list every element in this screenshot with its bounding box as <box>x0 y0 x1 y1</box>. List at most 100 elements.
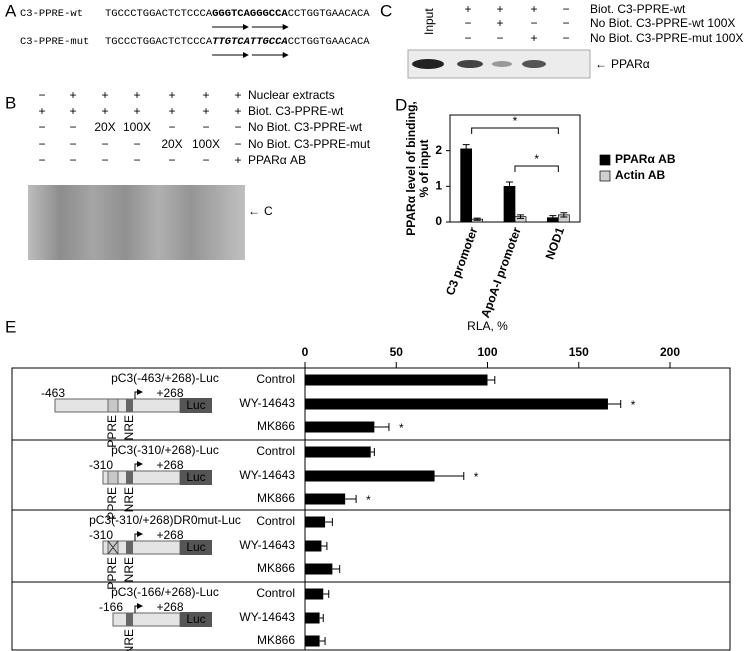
cell: − <box>234 120 241 134</box>
cell: + <box>234 104 241 118</box>
nre-label: NRE <box>122 557 136 582</box>
ppre <box>107 470 119 485</box>
reporter <box>180 612 212 627</box>
category-label: Control <box>256 586 295 600</box>
bar <box>305 446 371 458</box>
sequence: GGGTCAGGGCCA <box>212 8 288 20</box>
cell: + <box>133 104 140 118</box>
nre <box>126 399 133 412</box>
tss-arrow <box>134 603 143 613</box>
row-label: No Biot. C3-PPRE-mut <box>248 137 371 151</box>
cell: + <box>234 88 241 102</box>
construct-name: pC3(-166/+268)-Luc <box>111 585 219 599</box>
nre-label: NRE <box>122 487 136 512</box>
cell: + <box>38 104 45 118</box>
sequence-name: C3-PPRE-wt <box>20 8 83 20</box>
nre <box>126 541 133 554</box>
category-label: Control <box>256 372 295 386</box>
error-bar <box>319 614 324 622</box>
x-axis-label: RLA, % <box>467 319 508 333</box>
cell: 100X <box>192 137 220 151</box>
bar <box>305 563 333 575</box>
row-label: Biot. C3-PPRE-wt <box>248 104 344 118</box>
row-label: Biot. C3-PPRE-wt <box>590 2 686 16</box>
error-bar <box>462 144 470 154</box>
reporter-label: Luc <box>186 398 205 412</box>
gel-b <box>28 185 245 260</box>
cell: + <box>530 31 537 45</box>
bar <box>305 588 324 600</box>
cell: − <box>38 88 45 102</box>
reporter-label: Luc <box>186 470 205 484</box>
x-tick-label: 200 <box>660 345 680 359</box>
cell: + <box>101 104 108 118</box>
bracket <box>514 165 559 172</box>
band-label: PPARα <box>611 57 650 71</box>
y-tick-label: 1 <box>435 179 442 193</box>
bar <box>460 148 473 223</box>
row-label: No Biot. C3-PPRE-wt <box>248 120 363 134</box>
legend-label: Actin AB <box>615 168 666 182</box>
panel-label: A <box>5 1 17 20</box>
category-label: Control <box>256 514 295 528</box>
category-label: WY-14643 <box>239 538 295 552</box>
gel-band <box>457 60 483 68</box>
sequence: TTGTCATTGCCA <box>212 36 288 48</box>
cell: + <box>496 16 503 30</box>
bar <box>305 398 608 410</box>
cell: − <box>38 137 45 151</box>
gel-band <box>492 61 512 67</box>
gel-band <box>522 60 546 68</box>
tss-arrow <box>134 531 143 541</box>
category-label: WY-14643 <box>239 396 295 410</box>
cell: − <box>133 153 140 167</box>
category-label: MK866 <box>257 491 295 505</box>
category-label: MK866 <box>257 419 295 433</box>
category-label: WY-14643 <box>239 610 295 624</box>
cell: − <box>530 16 537 30</box>
ppre <box>107 398 119 413</box>
tss-arrow <box>134 461 143 471</box>
legend-label: PPARα AB <box>615 152 676 166</box>
row-label: Nuclear extracts <box>248 88 335 102</box>
bar <box>305 540 322 552</box>
cell: + <box>69 88 76 102</box>
construct-name: pC3(-310/+268)-Luc <box>111 443 219 457</box>
ppre-label: PPRE <box>105 415 119 448</box>
error-bar <box>370 448 375 456</box>
cell: + <box>234 153 241 167</box>
cell: − <box>101 153 108 167</box>
cell: − <box>234 137 241 151</box>
start-label: -166 <box>99 600 123 614</box>
significance: * <box>631 398 636 412</box>
cell: + <box>168 104 175 118</box>
cell: − <box>464 16 471 30</box>
cell: − <box>69 153 76 167</box>
cell: − <box>202 120 209 134</box>
cell: + <box>496 2 503 16</box>
reporter <box>180 470 212 485</box>
sequence: TGCCCTGGACTCTCCCA <box>105 8 213 20</box>
x-tick-label: NOD1 <box>543 225 568 261</box>
cell: − <box>562 16 569 30</box>
error-bar <box>517 214 524 219</box>
cell: + <box>202 104 209 118</box>
x-tick-label: 100 <box>477 345 497 359</box>
category-label: MK866 <box>257 633 295 647</box>
end-label: +268 <box>156 458 183 472</box>
nre <box>126 613 133 626</box>
sequence-name: C3-PPRE-mut <box>20 36 89 48</box>
error-bar <box>319 637 326 645</box>
bar <box>305 612 320 624</box>
panel-label: D <box>395 95 407 114</box>
x-tick-label: 50 <box>390 345 404 359</box>
arrow: ← <box>595 57 607 71</box>
cell: + <box>202 88 209 102</box>
bar <box>305 421 375 433</box>
error-bar <box>473 217 481 221</box>
error-bar <box>560 212 568 218</box>
sequence: TGCCCTGGACTCTCCCA <box>105 36 213 48</box>
bar <box>305 516 326 528</box>
significance: * <box>513 114 518 128</box>
